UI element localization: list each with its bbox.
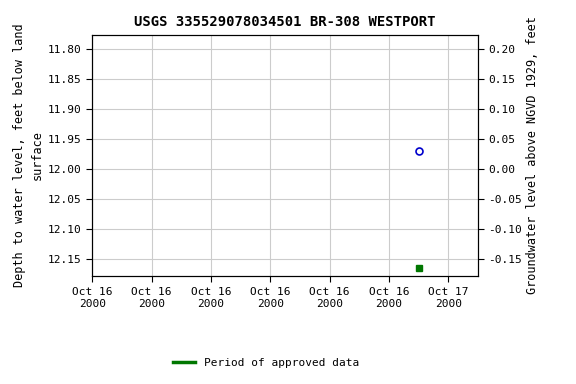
Y-axis label: Depth to water level, feet below land
surface: Depth to water level, feet below land su… <box>13 24 44 287</box>
Title: USGS 335529078034501 BR-308 WESTPORT: USGS 335529078034501 BR-308 WESTPORT <box>134 15 436 29</box>
Y-axis label: Groundwater level above NGVD 1929, feet: Groundwater level above NGVD 1929, feet <box>526 17 539 295</box>
Legend: Period of approved data: Period of approved data <box>168 354 363 372</box>
